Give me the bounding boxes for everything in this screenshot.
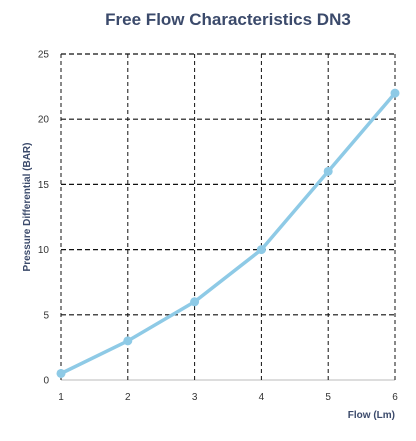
x-tick-label: 5 [325, 392, 331, 403]
grid-layer [60, 53, 396, 381]
chart-title: Free Flow Characteristics DN3 [105, 10, 351, 29]
tick-label-layer: 0 5 10 15 20 25 1 2 3 4 5 6 [38, 50, 398, 404]
data-point [123, 336, 133, 346]
data-point [56, 368, 66, 378]
y-tick-label: 5 [43, 310, 49, 321]
x-tick-label: 3 [192, 392, 198, 403]
data-point [190, 297, 200, 307]
y-tick-label: 20 [38, 115, 50, 126]
x-axis-label: Flow (Lm) [348, 410, 395, 421]
data-point [323, 166, 333, 176]
x-tick-label: 1 [58, 392, 64, 403]
x-tick-label: 6 [392, 392, 398, 403]
x-tick-label: 2 [125, 392, 131, 403]
y-tick-label: 25 [38, 50, 50, 61]
series-layer [56, 88, 400, 378]
y-tick-label: 0 [43, 376, 49, 387]
y-axis-label: Pressure Differential (BAR) [22, 143, 33, 272]
x-tick-label: 4 [259, 392, 265, 403]
y-tick-label: 10 [38, 245, 50, 256]
data-point [390, 88, 400, 98]
data-point [256, 245, 266, 255]
y-tick-label: 15 [38, 180, 50, 191]
series-line [59, 91, 397, 376]
